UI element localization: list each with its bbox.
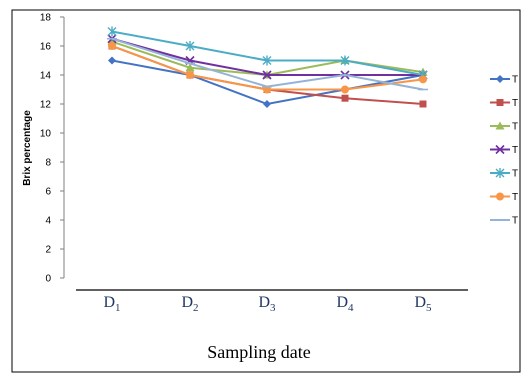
x-tick-label: D1 xyxy=(103,294,120,314)
data-point xyxy=(263,100,271,108)
y-tick-label: 6 xyxy=(45,187,51,198)
y-tick-label: 18 xyxy=(40,13,52,24)
legend-label: T xyxy=(512,216,518,227)
plot-area: 0 2 4 6 8 10 12 14 16 18 D1 D2 D3 D4 D5 xyxy=(40,13,468,314)
data-point xyxy=(107,26,117,37)
legend-label: T xyxy=(512,192,518,203)
legend-item: T xyxy=(490,144,518,156)
y-tick-label: 2 xyxy=(45,245,51,256)
x-tick-label: D4 xyxy=(336,294,354,314)
y-tick-label: 4 xyxy=(45,216,51,227)
legend-marker xyxy=(496,99,504,106)
legend-label: T xyxy=(512,145,518,156)
legend-label: T xyxy=(512,169,518,180)
legend-label: T xyxy=(512,75,518,86)
x-tick-label: D2 xyxy=(181,294,198,314)
x-tick-label: D3 xyxy=(258,294,276,314)
x-axis-label: Sampling date xyxy=(207,342,310,362)
data-point xyxy=(263,85,271,94)
data-point xyxy=(340,55,350,66)
x-tick-label: D5 xyxy=(414,294,432,314)
data-point xyxy=(185,41,195,51)
legend-marker xyxy=(495,168,505,178)
data-point xyxy=(108,56,116,65)
y-tick-label: 10 xyxy=(40,129,52,140)
legend: T T T T T T T xyxy=(490,75,518,227)
legend-item: T xyxy=(490,121,518,133)
y-tick-label: 12 xyxy=(40,100,52,111)
legend-item: T xyxy=(490,75,518,86)
data-point xyxy=(419,75,427,84)
data-point xyxy=(341,94,349,102)
legend-item: T xyxy=(490,216,518,227)
y-axis-label: Brix percentage xyxy=(22,110,33,186)
legend-label: T xyxy=(512,122,518,133)
legend-item: T xyxy=(490,98,518,109)
data-point xyxy=(262,55,272,66)
data-point xyxy=(419,100,427,108)
legend-label: T xyxy=(512,98,518,109)
y-tick-label: 16 xyxy=(40,42,52,53)
series-6 xyxy=(108,42,427,94)
data-point xyxy=(341,85,349,94)
legend-marker xyxy=(495,121,505,130)
data-point xyxy=(185,63,195,72)
legend-marker xyxy=(495,144,505,155)
legend-item: T xyxy=(490,192,518,203)
data-point xyxy=(108,42,116,50)
series-5 xyxy=(107,26,428,80)
y-tick-label: 14 xyxy=(40,71,52,82)
y-tick-label: 8 xyxy=(45,158,51,169)
y-tick-label: 0 xyxy=(45,274,51,285)
chart-frame xyxy=(11,9,521,373)
legend-marker xyxy=(496,75,504,83)
series-7 xyxy=(107,37,428,91)
data-point xyxy=(262,70,272,80)
legend-marker xyxy=(496,192,504,201)
data-point xyxy=(186,71,194,79)
legend-item: T xyxy=(490,168,518,180)
